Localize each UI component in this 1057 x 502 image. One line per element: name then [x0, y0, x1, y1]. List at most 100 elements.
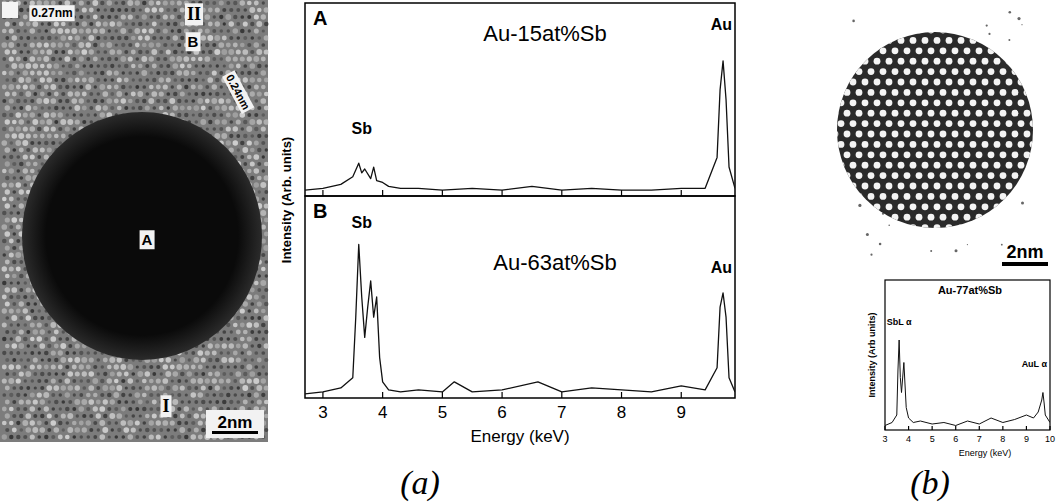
- texture-dot: [166, 36, 170, 40]
- texture-dot: [129, 85, 133, 89]
- texture-dot: [171, 85, 174, 88]
- texture-dot: [69, 106, 72, 109]
- texture-dot: [152, 36, 156, 40]
- texture-dot: [209, 92, 212, 95]
- texture-dot: [9, 266, 14, 271]
- texture-dot: [1, 224, 7, 230]
- texture-dot: [142, 29, 147, 34]
- texture-dot: [159, 77, 164, 82]
- texture-dot: [122, 71, 125, 74]
- texture-dot: [9, 239, 14, 244]
- texture-dot: [249, 63, 255, 69]
- texture-dot: [79, 70, 84, 75]
- texture-dot: [124, 50, 128, 54]
- texture-dot: [117, 49, 122, 54]
- texture-dot: [30, 154, 35, 159]
- texture-dot: [58, 365, 63, 370]
- texture-dot: [247, 15, 251, 19]
- texture-dot: [78, 42, 84, 48]
- texture-dot: [1, 140, 7, 146]
- texture-dot: [12, 343, 18, 349]
- texture-dot: [108, 29, 111, 32]
- texture-dot: [264, 203, 269, 208]
- texture-dot: [264, 7, 269, 12]
- texture-dot: [27, 50, 30, 53]
- texture-dot: [152, 64, 157, 69]
- texture-dot: [201, 35, 207, 41]
- texture-dot: [193, 357, 199, 363]
- texture-dot: [116, 91, 122, 97]
- texture-dot: [172, 63, 178, 69]
- texture-dot: [138, 22, 143, 27]
- texture-dot: [214, 49, 220, 55]
- texture-dot: [64, 0, 70, 6]
- texture-dot: [156, 71, 160, 75]
- texture-dot: [24, 351, 27, 354]
- texture-dot: [198, 84, 203, 89]
- texture-dot: [9, 168, 15, 174]
- texture-dot: [257, 119, 262, 124]
- texture-dot: [1, 42, 7, 48]
- texture-dot: [121, 1, 125, 5]
- texture-dot: [166, 92, 170, 96]
- texture-dot: [93, 57, 98, 62]
- texture-dot: [181, 50, 184, 53]
- texture-dot: [53, 63, 59, 69]
- texture-dot: [118, 64, 121, 67]
- texture-dot: [82, 120, 86, 124]
- texture-dot: [205, 99, 210, 104]
- texture-dot: [138, 36, 143, 41]
- texture-dot: [240, 29, 245, 34]
- texture-dot: [121, 85, 125, 89]
- texture-dot: [246, 322, 252, 328]
- texture-dot: [264, 49, 269, 54]
- texture-dot: [33, 49, 38, 54]
- texture-dot: [5, 134, 10, 139]
- texture-dot: [248, 29, 251, 32]
- texture-dot: [41, 358, 44, 361]
- texture-dot: [107, 57, 111, 61]
- texture-dot: [11, 287, 17, 293]
- texture-dot: [17, 71, 20, 74]
- texture-dot: [223, 92, 226, 95]
- texture-dot: [257, 91, 262, 96]
- texture-dot: [142, 85, 146, 89]
- texture-dot: [187, 64, 192, 69]
- texture-dot: [253, 154, 259, 160]
- texture-dot: [191, 351, 195, 355]
- texture-dot: [37, 85, 41, 89]
- texture-dot: [180, 78, 184, 82]
- texture-dot: [250, 91, 255, 96]
- texture-dot: [180, 91, 185, 96]
- texture-dot: [223, 64, 226, 67]
- texture-dot: [257, 344, 261, 348]
- texture-dot: [100, 112, 106, 118]
- texture-dot: [19, 119, 25, 125]
- texture-dot: [16, 43, 20, 47]
- texture-dot: [226, 126, 231, 131]
- texture-dot: [51, 141, 55, 145]
- texture-dot: [62, 64, 65, 67]
- texture-dot: [40, 134, 45, 139]
- texture-dot: [188, 358, 191, 361]
- texture-dot: [11, 315, 17, 321]
- texture-dot: [180, 106, 185, 111]
- texture-dot: [257, 36, 261, 40]
- texture-dot: [261, 267, 266, 272]
- texture-dot: [5, 344, 10, 349]
- texture-dot: [67, 119, 73, 125]
- texture-dot: [145, 105, 150, 110]
- texture-dot: [110, 36, 114, 40]
- texture-dot: [261, 323, 266, 328]
- texture-dot: [193, 105, 199, 111]
- texture-dot: [184, 85, 188, 89]
- texture-dot: [15, 140, 21, 146]
- texture-dot: [173, 92, 177, 96]
- texture-dot: [13, 204, 16, 207]
- texture-dot: [250, 330, 254, 334]
- texture-dot: [82, 21, 87, 26]
- texture-dot: [30, 309, 34, 313]
- texture-dot: [20, 358, 23, 361]
- texture-dot: [261, 85, 266, 90]
- texture-dot: [152, 22, 157, 27]
